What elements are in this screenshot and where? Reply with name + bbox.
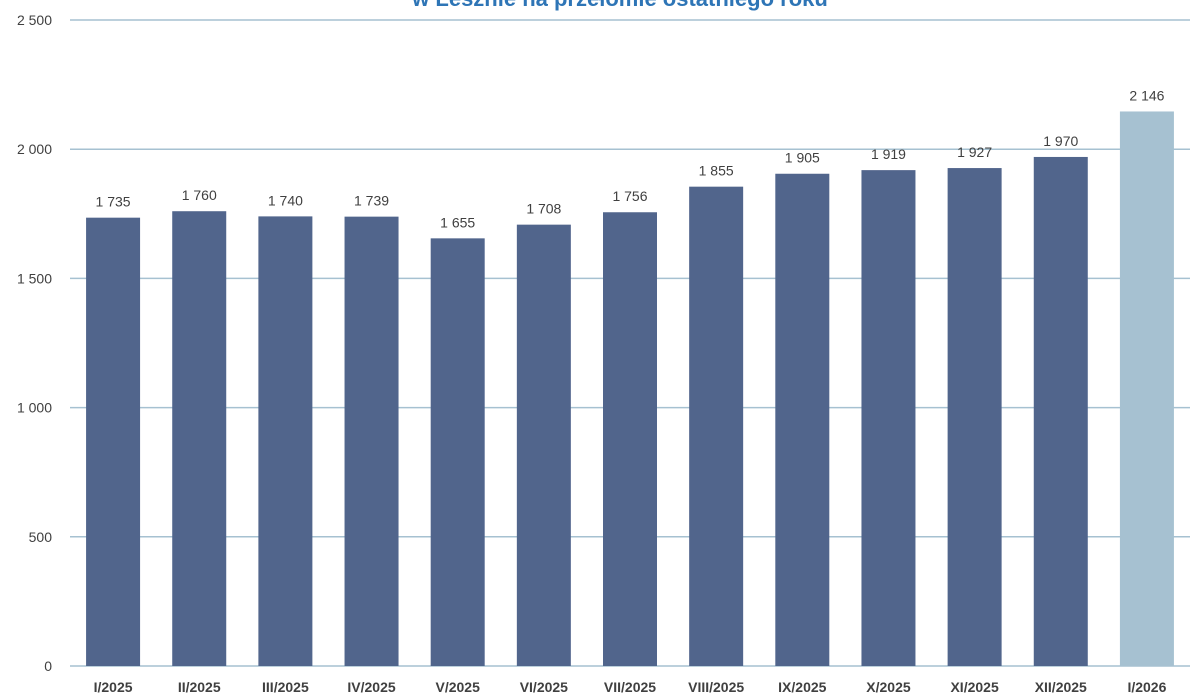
bar [689, 186, 744, 666]
x-tick-label: IX/2025 [778, 679, 826, 695]
data-label: 2 146 [1129, 87, 1164, 103]
bar [1119, 111, 1174, 666]
y-tick-label: 500 [29, 529, 53, 545]
data-label: 1 970 [1043, 133, 1078, 149]
x-tick-label: IV/2025 [347, 679, 395, 695]
bar [775, 173, 830, 667]
x-tick-label: III/2025 [262, 679, 309, 695]
x-tick-label: II/2025 [178, 679, 221, 695]
x-tick-label: XI/2025 [950, 679, 998, 695]
bar [430, 238, 485, 666]
y-tick-label: 0 [44, 658, 52, 674]
y-tick-label: 1 500 [17, 270, 52, 286]
chart-title: w Lesznie na przełomie ostatniego roku [411, 0, 828, 11]
x-tick-label: I/2025 [94, 679, 133, 695]
bar [947, 168, 1002, 666]
x-tick-label: VI/2025 [520, 679, 568, 695]
data-label: 1 760 [182, 187, 217, 203]
x-tick-label: V/2025 [436, 679, 481, 695]
bar [861, 170, 916, 666]
data-label: 1 739 [354, 193, 389, 209]
data-label: 1 756 [612, 188, 647, 204]
y-tick-label: 2 500 [17, 12, 52, 28]
data-label: 1 905 [785, 150, 820, 166]
x-tick-label: XII/2025 [1035, 679, 1087, 695]
bar [1033, 156, 1088, 666]
data-label: 1 740 [268, 192, 303, 208]
x-tick-label: I/2026 [1127, 679, 1166, 695]
x-axis-category-labels: I/2025 II/2025 III/2025 IV/2025 V/2025 VI/202… [94, 679, 1167, 695]
data-label: 1 855 [699, 163, 734, 179]
data-label: 1 708 [526, 201, 561, 217]
bar [172, 211, 227, 666]
data-labels: 1 735 1 760 1 740 1 739 1 655 1 708 1 756 1 855… [96, 87, 1165, 230]
data-label: 1 919 [871, 146, 906, 162]
x-tick-label: VIII/2025 [688, 679, 744, 695]
bars [86, 111, 1174, 667]
bar [86, 217, 141, 666]
x-tick-label: X/2025 [866, 679, 911, 695]
bar [344, 216, 399, 666]
data-label: 1 655 [440, 214, 475, 230]
bar [603, 212, 657, 666]
y-tick-label: 2 000 [17, 141, 52, 157]
bar [258, 216, 313, 666]
y-axis-tick-labels: 0 500 1 000 1 500 2 000 2 500 [17, 12, 52, 674]
bar [516, 224, 571, 666]
y-tick-label: 1 000 [17, 400, 52, 416]
x-tick-label: VII/2025 [604, 679, 656, 695]
data-label: 1 927 [957, 144, 992, 160]
data-label: 1 735 [96, 194, 131, 210]
